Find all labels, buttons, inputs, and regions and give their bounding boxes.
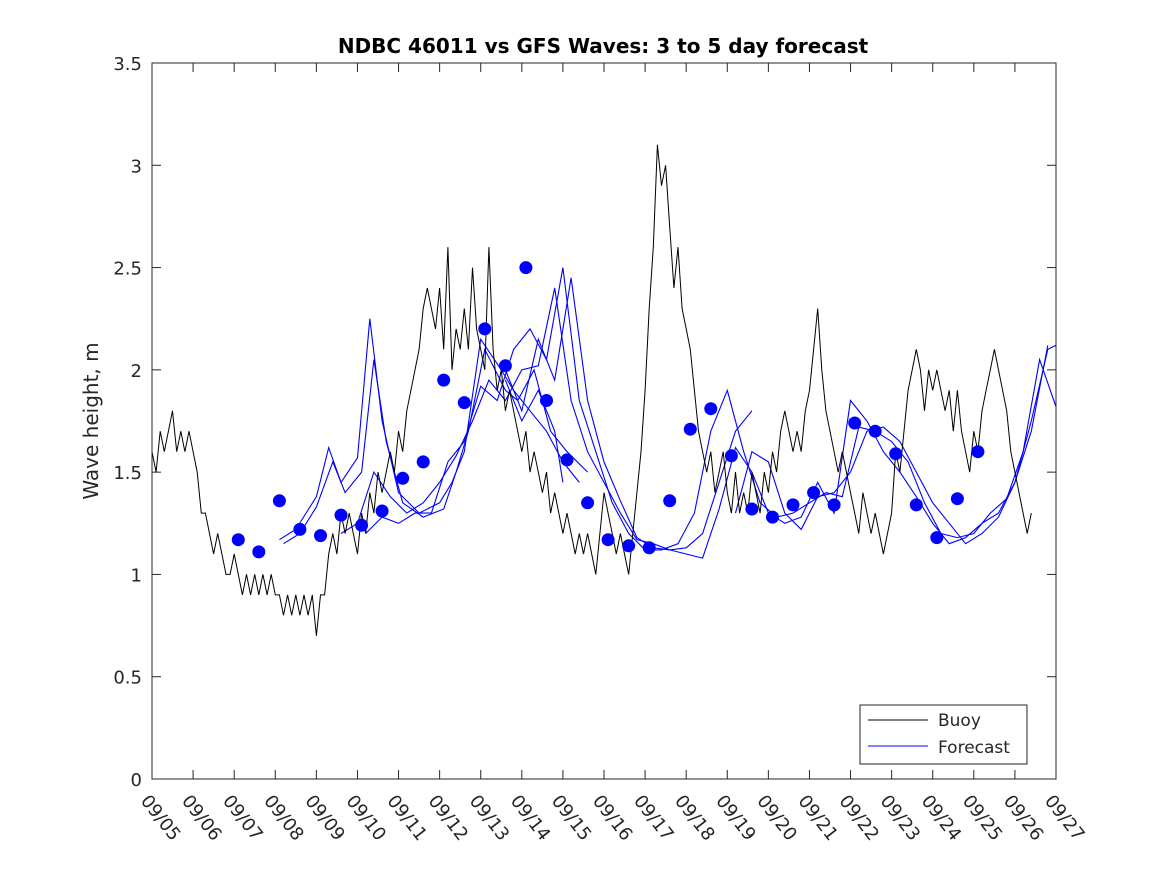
forecast-marker-15 <box>540 394 553 407</box>
forecast-line-1 <box>283 347 588 545</box>
chart-title: NDBC 46011 vs GFS Waves: 3 to 5 day fore… <box>338 34 869 58</box>
y-tick-label-5: 2.5 <box>113 259 142 280</box>
y-tick-label-2: 1 <box>131 565 142 586</box>
forecast-marker-17 <box>581 496 595 510</box>
forecast-marker-13 <box>498 359 512 373</box>
forecast-marker-29 <box>827 498 841 512</box>
legend: Buoy Forecast <box>859 704 1028 765</box>
y-tick-label-4: 2 <box>131 361 142 382</box>
forecast-marker-8 <box>396 471 410 485</box>
y-tick-label-1: 0.5 <box>113 668 142 689</box>
forecast-marker-20 <box>642 541 656 555</box>
forecast-line-6 <box>734 344 1057 545</box>
forecast-marker-6 <box>355 518 369 532</box>
forecast-marker-0 <box>231 533 245 547</box>
forecast-marker-19 <box>622 539 636 553</box>
forecast-marker-23 <box>704 402 718 416</box>
forecast-marker-11 <box>457 396 471 410</box>
forecast-marker-7 <box>375 504 389 518</box>
forecast-marker-22 <box>683 422 697 436</box>
y-tick-label-6: 3 <box>131 156 142 177</box>
forecast-marker-35 <box>950 492 964 506</box>
forecast-marker-2 <box>272 494 286 508</box>
forecast-line-5 <box>504 379 564 483</box>
y-tick-label-3: 1.5 <box>113 463 142 484</box>
y-tick-label-7: 3.5 <box>113 54 142 75</box>
forecast-marker-24 <box>724 449 738 463</box>
forecast-marker-12 <box>478 322 492 336</box>
forecast-marker-28 <box>807 486 821 500</box>
forecast-marker-27 <box>786 498 800 512</box>
legend-forecast-label: Forecast <box>938 738 1010 758</box>
forecast-line-0 <box>279 318 580 541</box>
plot-frame <box>151 62 1057 780</box>
forecast-marker-3 <box>293 522 307 536</box>
forecast-marker-32 <box>889 447 903 461</box>
forecast-marker-31 <box>868 424 882 438</box>
forecast-marker-5 <box>334 508 348 522</box>
forecast-marker-34 <box>930 531 944 545</box>
forecast-marker-1 <box>252 545 266 559</box>
forecast-marker-25 <box>745 502 759 516</box>
y-axis-label: Wave height, m <box>79 342 103 499</box>
forecast-marker-16 <box>560 453 574 467</box>
forecast-marker-4 <box>314 529 327 543</box>
forecast-marker-36 <box>971 445 985 459</box>
y-tick-label-0: 0 <box>131 770 142 791</box>
forecast-marker-21 <box>663 494 677 508</box>
forecast-marker-30 <box>848 416 862 430</box>
forecast-marker-10 <box>437 373 451 387</box>
legend-buoy-label: Buoy <box>938 711 981 731</box>
forecast-line-2 <box>340 287 753 551</box>
legend-box <box>859 704 1028 765</box>
forecast-marker-26 <box>766 510 779 524</box>
forecast-marker-14 <box>519 261 533 275</box>
forecast-marker-33 <box>909 498 923 512</box>
forecast-marker-18 <box>601 533 615 547</box>
buoy-line <box>151 144 1032 636</box>
forecast-marker-9 <box>416 455 430 469</box>
